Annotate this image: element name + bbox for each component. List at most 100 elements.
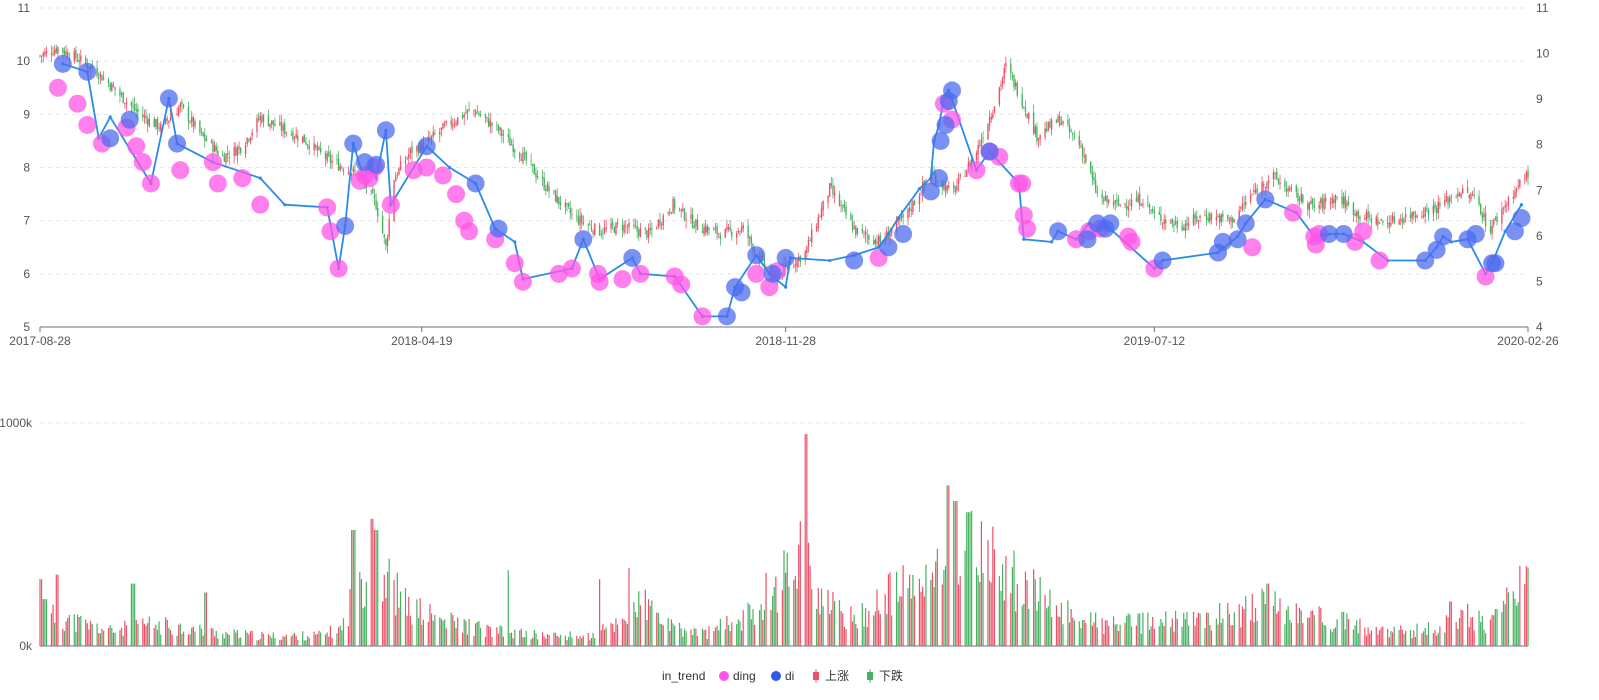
candle-body [964, 175, 966, 177]
candle-down [1307, 200, 1309, 217]
di-point [417, 137, 436, 156]
candle-body [536, 176, 539, 178]
legend-item-1[interactable]: ding [719, 669, 756, 683]
volume-bar-down [1478, 610, 1480, 646]
candle-up [1184, 219, 1187, 239]
volume-bar-up [884, 594, 886, 646]
legend-item-3[interactable]: 上涨 [813, 668, 849, 683]
candle-body [1298, 199, 1301, 201]
candle-up [466, 109, 469, 120]
di-point [574, 230, 593, 249]
candle-up [1346, 199, 1348, 211]
candle-body [324, 153, 327, 160]
volume-bar-up [579, 636, 581, 646]
volume-bar-down [444, 619, 446, 646]
candle-body [1251, 194, 1253, 195]
candle-up [179, 101, 182, 113]
candle-down [491, 121, 493, 134]
candle-down [864, 226, 867, 243]
volume-bar-up [484, 636, 487, 646]
candle-down [1194, 211, 1196, 226]
candle-body [1059, 115, 1061, 126]
volume-bar-up [249, 631, 252, 646]
candle-body [1295, 185, 1298, 192]
volume-bar-up [308, 637, 310, 646]
volume-bar-down [659, 623, 661, 646]
candle-body [830, 183, 833, 187]
candle-body [693, 226, 695, 229]
candle-body [1285, 188, 1288, 193]
candle-body [842, 205, 844, 207]
legend[interactable]: in_trend ding di 上涨 下跌 [662, 668, 903, 683]
ding-point [1243, 238, 1262, 257]
di-point [1434, 227, 1453, 246]
candle-body [1227, 214, 1229, 220]
candle-body [1057, 116, 1059, 122]
candle-body [109, 83, 111, 90]
volume-bar-up [473, 635, 475, 646]
candle-down [261, 112, 263, 125]
candle-body [954, 187, 957, 193]
volume-bar-down [706, 638, 708, 646]
candle-up [453, 118, 456, 129]
candle-body [489, 120, 492, 127]
volume-bar-down [1228, 613, 1231, 646]
candle-body [866, 236, 868, 238]
candle-body [998, 87, 1001, 105]
volume-bar-down [1261, 588, 1263, 646]
candle-body [1264, 187, 1267, 189]
candle-up [1355, 210, 1358, 224]
candle-down [1409, 207, 1412, 222]
legend-circle-icon [771, 671, 781, 681]
volume-bar-down [1323, 624, 1325, 646]
volume-bar-up [765, 572, 767, 646]
legend-item-4[interactable]: 下跌 [867, 668, 903, 683]
candle-down [341, 165, 343, 170]
candle-down [1207, 212, 1209, 223]
volume-bar-down [326, 632, 328, 646]
candle-body [1138, 193, 1141, 206]
volume-bar-up [55, 574, 57, 646]
volume-bar-up [248, 634, 250, 646]
candle-down [215, 142, 217, 154]
candle-down [187, 101, 190, 130]
candle-up [1398, 218, 1400, 225]
volume-bar-up [1369, 633, 1371, 646]
volume-bar-up [793, 579, 795, 646]
candle-body [1205, 215, 1208, 220]
candle-down [558, 196, 560, 209]
trend-point [258, 176, 262, 180]
candle-down [525, 149, 527, 166]
candle-body [39, 55, 41, 57]
candle-up [1525, 170, 1528, 182]
candle-body [1181, 226, 1183, 230]
volume-bar-down [1140, 633, 1142, 646]
legend-item-2[interactable]: di [771, 669, 794, 683]
candle-down [450, 116, 452, 130]
candle-body [1256, 188, 1258, 194]
candle-down [1388, 215, 1391, 234]
volume-bar-down [736, 624, 738, 646]
candle-up [1050, 117, 1053, 136]
candle-body [1308, 202, 1311, 211]
volume-bar-up [382, 601, 384, 646]
candle-up [370, 189, 372, 196]
volume-bar-up [842, 613, 844, 646]
di-point [1319, 224, 1338, 243]
candle-down [1096, 185, 1098, 198]
volume-bar-up [42, 599, 44, 646]
trend-point [828, 258, 832, 263]
candle-up [285, 131, 288, 137]
candle-body [399, 161, 402, 171]
volume-bar-down [1116, 624, 1118, 646]
candle-body [1506, 204, 1508, 206]
candle-down [731, 228, 733, 241]
volume-bar-up [850, 606, 852, 646]
candle-body [484, 114, 487, 118]
candle-down [107, 77, 110, 88]
candle-down [1321, 194, 1324, 213]
candle-down [587, 223, 589, 233]
volume-bar-up [923, 596, 925, 646]
candle-down [1450, 194, 1453, 204]
volume-bar-down [693, 628, 695, 646]
